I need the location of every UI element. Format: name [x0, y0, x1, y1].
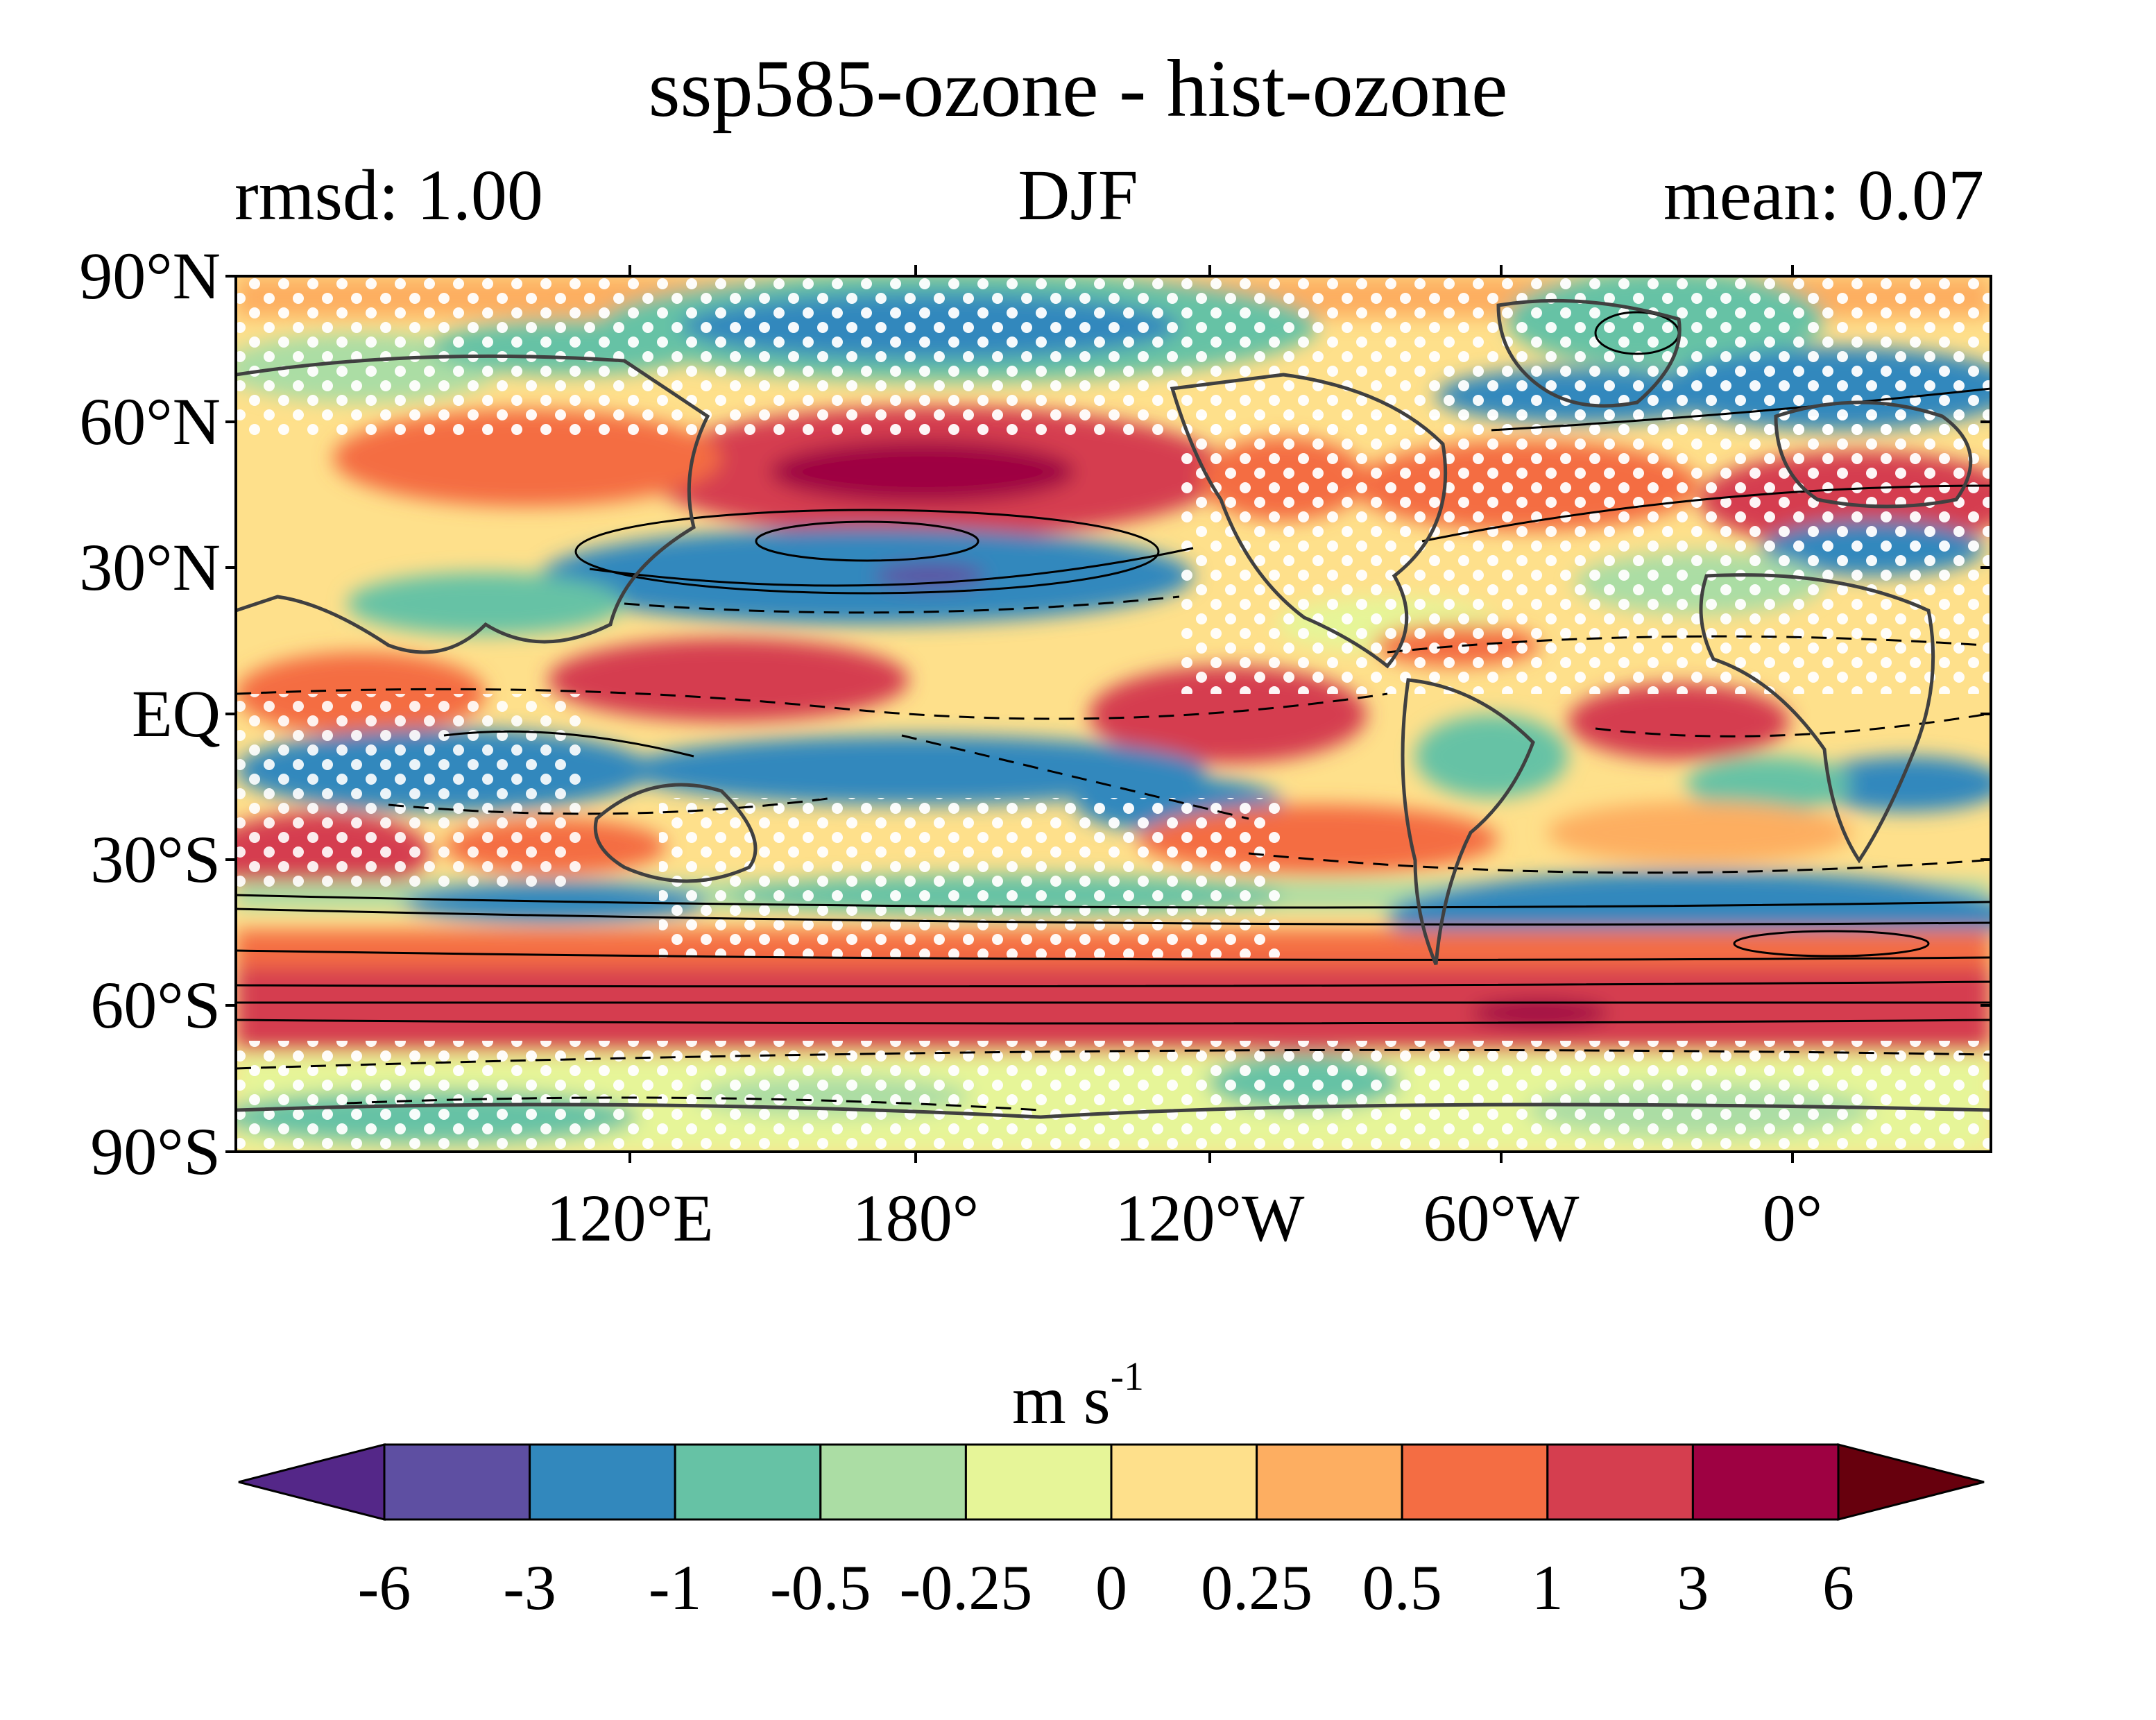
- colorbar-tick-label: 0.25: [1201, 1552, 1313, 1623]
- colorbar-swatch: [964, 1443, 1113, 1521]
- colorbar-swatch: [383, 1443, 531, 1521]
- colorbar-tick-label: -6: [357, 1552, 411, 1623]
- colorbar-units-exponent: -1: [1110, 1354, 1145, 1399]
- colorbar-units: m s-1: [0, 1353, 2156, 1440]
- colorbar-swatch: [1256, 1443, 1403, 1521]
- lon-label-120e: 120°E: [546, 1181, 714, 1255]
- colorbar: [238, 1443, 1985, 1521]
- coastlines: [236, 298, 1991, 1119]
- coastline-greenland: [1496, 298, 1682, 408]
- colorbar-extend-low: [238, 1443, 386, 1521]
- colorbar-swatch: [819, 1443, 967, 1521]
- stipple-atlantic: [1179, 416, 1991, 694]
- axis-ticks: [225, 265, 1991, 1163]
- lon-label-60w: 60°W: [1423, 1181, 1580, 1255]
- lat-label-30n: 30°N: [79, 530, 221, 604]
- coastline-europe: [1774, 400, 1973, 509]
- colorbar-swatch: [1691, 1443, 1840, 1521]
- colorbar-swatch: [1401, 1443, 1549, 1521]
- colorbar-swatch: [1110, 1443, 1258, 1521]
- coastline-north-america: [1170, 373, 1448, 669]
- lon-label-0: 0°: [1762, 1181, 1823, 1255]
- coastline-australia: [593, 783, 758, 883]
- coastline-antarctica: [236, 1102, 1991, 1119]
- mean-label: mean: 0.07: [1663, 155, 1984, 235]
- colorbar-swatch: [1546, 1443, 1694, 1521]
- colorbar-units-base: m s: [1011, 1361, 1111, 1438]
- colorbar-swatch: [674, 1443, 822, 1521]
- lat-label-eq: EQ: [132, 676, 221, 751]
- lat-label-60n: 60°N: [79, 384, 221, 459]
- map-title: ssp585-ozone - hist-ozone: [648, 43, 1508, 134]
- colorbar-tick-label: -3: [503, 1552, 556, 1623]
- colorbar-tick-label: 0: [1095, 1552, 1127, 1623]
- lat-label-90n: 90°N: [79, 239, 221, 313]
- coastline-africa: [1699, 573, 1935, 864]
- stipple-indian: [236, 694, 583, 888]
- map-panel: [236, 276, 1991, 1152]
- lat-label-90s: 90°S: [90, 1114, 221, 1189]
- lon-label-120w: 120°W: [1115, 1181, 1305, 1255]
- colorbar-tick-label: -1: [648, 1552, 702, 1623]
- colorbar-tick-label: 6: [1822, 1552, 1854, 1623]
- colorbar-tick-label: 3: [1677, 1552, 1709, 1623]
- colorbar-extend-high: [1837, 1443, 1985, 1521]
- lon-label-180: 180°: [852, 1181, 979, 1255]
- colorbar-tick-label: -0.25: [899, 1552, 1033, 1623]
- lat-label-30s: 30°S: [90, 822, 221, 896]
- colorbar-tick-label: 1: [1531, 1552, 1564, 1623]
- colorbar-tick-label: 0.5: [1362, 1552, 1442, 1623]
- coastline-south-america: [1401, 678, 1535, 965]
- colorbar-tick-label: -0.5: [769, 1552, 871, 1623]
- colorbar-swatch: [529, 1443, 676, 1521]
- rmsd-label: rmsd: 1.00: [234, 155, 543, 235]
- stipple-pacific: [659, 798, 1283, 957]
- season-label: DJF: [1018, 155, 1138, 235]
- stipple-south: [236, 1041, 1991, 1152]
- lat-label-60s: 60°S: [90, 968, 221, 1042]
- contour-overlay: [236, 311, 1991, 1025]
- coastline-asia: [236, 354, 710, 654]
